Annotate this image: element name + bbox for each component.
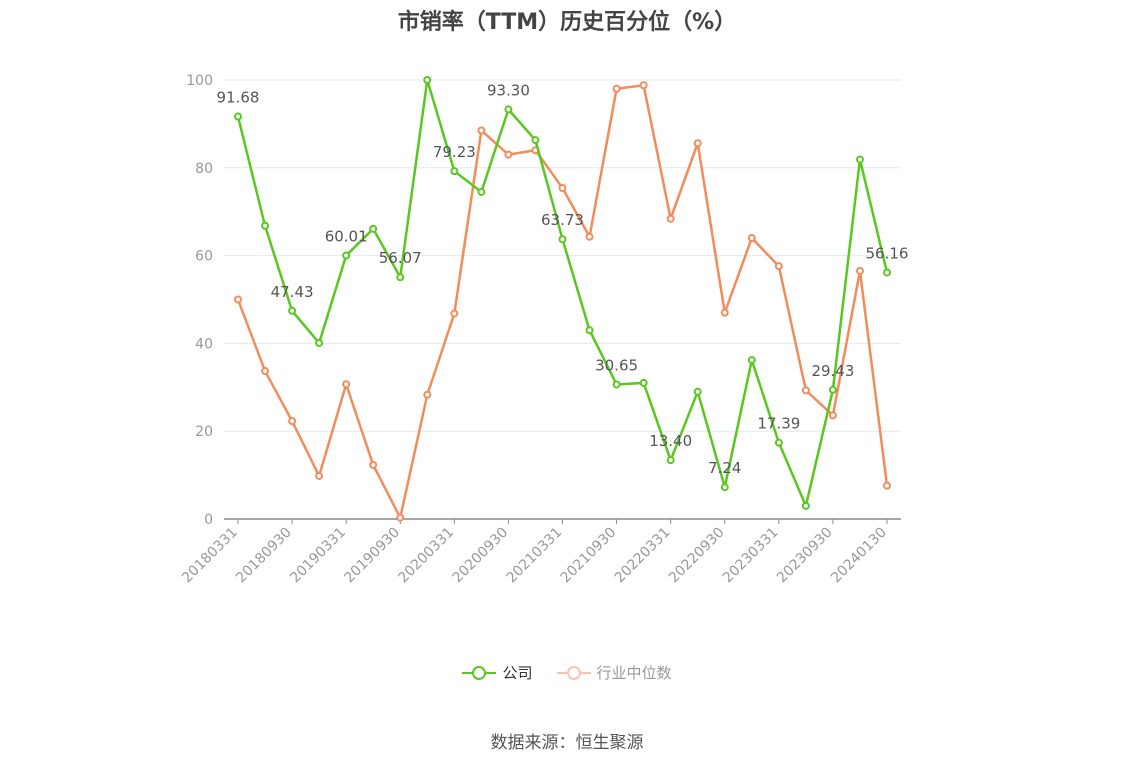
x-tick-label: 20180331 — [179, 525, 241, 587]
point-company — [883, 268, 891, 277]
point-industry — [774, 262, 783, 271]
data-label: 79.23 — [433, 143, 476, 161]
legend-item-company[interactable]: 公司 — [462, 662, 533, 683]
point-company — [747, 356, 756, 365]
point-industry — [558, 183, 567, 192]
point-industry — [720, 308, 729, 317]
y-tick-label: 100 — [186, 73, 213, 89]
x-tick-label: 20210331 — [504, 525, 566, 587]
point-industry — [666, 214, 675, 223]
point-company — [666, 456, 675, 465]
point-industry — [504, 150, 513, 159]
point-company — [774, 438, 783, 447]
point-industry — [855, 266, 864, 275]
point-company — [477, 187, 486, 196]
y-tick-label: 40 — [195, 336, 213, 352]
point-industry — [693, 139, 702, 148]
data-label: 13.40 — [649, 432, 692, 450]
x-tick-label: 20220930 — [666, 525, 728, 587]
point-industry — [477, 126, 486, 135]
y-tick-label: 60 — [195, 249, 213, 265]
x-tick-label: 20200930 — [450, 525, 512, 587]
point-company — [315, 338, 324, 347]
x-tick-label: 20200331 — [395, 525, 457, 587]
point-company — [612, 380, 621, 389]
x-tick-label: 20210930 — [558, 525, 620, 587]
data-label: 7.24 — [708, 459, 741, 477]
point-industry — [396, 513, 405, 522]
chart-title: 市销率（TTM）历史百分位（%） — [397, 10, 737, 35]
data-label: 56.07 — [379, 249, 422, 267]
point-company — [261, 221, 270, 230]
x-axis: 2018033120180930201903312019093020200331… — [179, 518, 901, 587]
data-label: 29.43 — [811, 362, 854, 380]
data-label: 17.39 — [757, 415, 800, 433]
x-tick-label: 20190331 — [287, 525, 349, 587]
x-tick-label: 20180930 — [233, 525, 295, 587]
x-tick-label: 20230331 — [720, 525, 782, 587]
data-label: 91.68 — [217, 89, 260, 107]
point-industry — [639, 81, 648, 90]
point-industry — [315, 471, 324, 480]
x-tick-label: 20190930 — [341, 525, 403, 587]
point-company — [693, 387, 702, 396]
data-label: 60.01 — [325, 228, 368, 246]
x-tick-label: 20230930 — [774, 525, 836, 587]
point-company — [801, 501, 810, 510]
point-company — [504, 105, 513, 114]
point-industry — [450, 309, 459, 318]
point-industry — [883, 481, 891, 490]
data-label: 63.73 — [541, 211, 584, 229]
point-company — [423, 76, 432, 84]
legend-industry-symbol — [556, 664, 591, 682]
data-label: 47.43 — [271, 283, 314, 301]
point-company — [585, 326, 594, 335]
point-industry — [261, 367, 270, 376]
point-company — [396, 273, 405, 282]
y-axis: 0 20 40 60 80 100 — [186, 73, 213, 528]
point-industry — [288, 417, 297, 426]
legend-company-label: 公司 — [502, 664, 533, 682]
point-company — [828, 385, 837, 394]
point-industry — [234, 295, 242, 304]
point-company — [531, 136, 540, 145]
point-industry — [801, 386, 810, 395]
legend-industry-label: 行业中位数 — [596, 664, 672, 682]
data-label: 30.65 — [595, 356, 638, 374]
data-label-layer: 91.68 47.43 60.01 56.07 79.23 93.30 63.73 30.65… — [217, 81, 909, 477]
point-company — [369, 224, 378, 233]
point-industry — [585, 232, 594, 241]
legend-item-industry[interactable]: 行业中位数 — [556, 662, 672, 683]
point-company — [234, 112, 242, 121]
legend: 公司 行业中位数 — [0, 662, 1134, 683]
point-company — [720, 483, 729, 492]
point-industry — [828, 411, 837, 420]
point-company — [450, 167, 459, 176]
data-label: 56.16 — [866, 244, 909, 262]
y-tick-label: 20 — [195, 424, 213, 440]
point-company — [558, 235, 567, 244]
point-industry — [612, 84, 621, 93]
point-industry — [369, 461, 378, 470]
y-tick-label: 0 — [204, 512, 213, 528]
point-industry — [747, 234, 756, 243]
line-chart: 0 20 40 60 80 100 201803312018093020190331201… — [179, 73, 909, 587]
grid-lines — [224, 79, 901, 432]
point-industry — [423, 390, 432, 399]
x-tick-label: 20220331 — [612, 525, 674, 587]
point-company — [288, 306, 297, 315]
point-industry — [342, 380, 351, 389]
x-tick-label: 20240130 — [828, 525, 890, 587]
series-layer — [234, 76, 891, 522]
point-company — [639, 378, 648, 387]
legend-company-symbol — [462, 664, 497, 682]
point-company — [855, 155, 864, 164]
source-note: 数据来源：恒生聚源 — [490, 733, 644, 753]
point-company — [342, 251, 351, 260]
y-tick-label: 80 — [195, 161, 213, 177]
data-label: 93.30 — [487, 81, 530, 99]
series-line-industry — [236, 84, 889, 519]
series-line-company — [236, 78, 889, 508]
